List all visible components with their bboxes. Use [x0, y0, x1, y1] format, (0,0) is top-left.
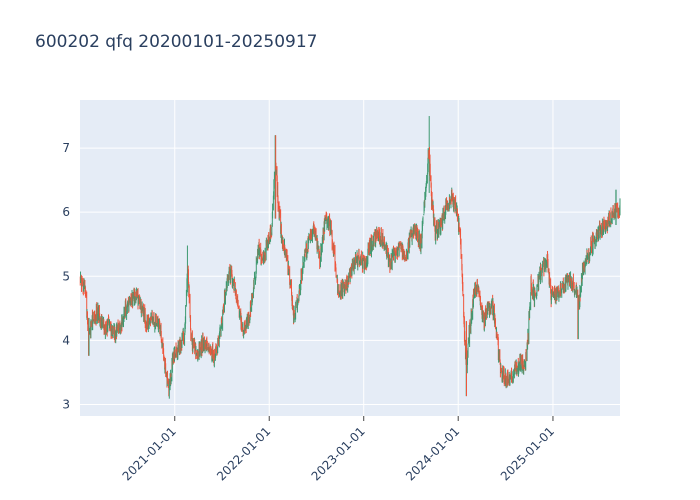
plot-background [80, 100, 620, 416]
y-tick-label: 6 [62, 205, 70, 219]
y-tick-label: 3 [62, 397, 70, 411]
chart-title: 600202 qfq 20200101-20250917 [35, 32, 318, 52]
x-tick-label: 2024-01-01 [403, 424, 462, 483]
y-tick-label: 5 [62, 269, 70, 283]
x-tick-label: 2021-01-01 [120, 424, 179, 483]
y-tick-label: 7 [62, 141, 70, 155]
x-tick-label: 2022-01-01 [214, 424, 273, 483]
y-tick-label: 4 [62, 333, 70, 347]
x-tick-label: 2025-01-01 [498, 424, 557, 483]
x-tick-label: 2023-01-01 [309, 424, 368, 483]
grid [80, 100, 620, 416]
candles [79, 116, 621, 399]
x-axis: 2021-01-01 2022-01-01 2023-01-01 2024-01-01… [120, 416, 557, 483]
y-axis: 3 4 5 6 7 [62, 141, 70, 411]
